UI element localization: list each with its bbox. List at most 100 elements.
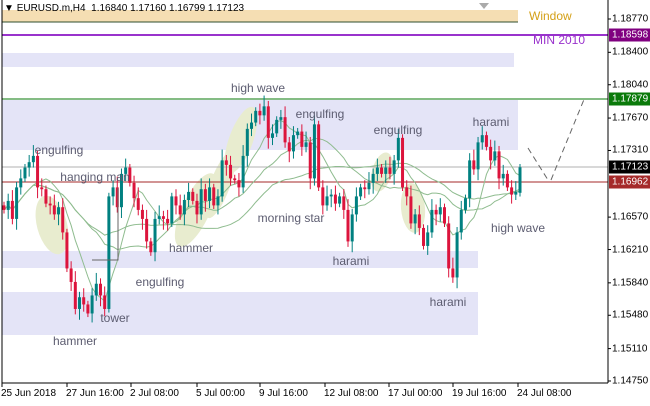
time-axis-label: 9 Jul 16:00 <box>259 388 308 399</box>
ohlc-values: 1.16840 1.17160 1.16799 1.17123 <box>91 3 245 14</box>
highlight <box>35 195 69 255</box>
shift-marker-icon[interactable] <box>479 3 489 9</box>
candle-body <box>476 142 480 170</box>
candle-body <box>65 232 69 269</box>
candle-body <box>48 203 52 206</box>
pattern-label: high wave <box>230 81 286 95</box>
min2010-price-badge: 1.18598 <box>609 28 650 42</box>
pattern-label: high wave <box>490 221 546 235</box>
candle-body <box>388 167 392 174</box>
candle-body <box>10 200 14 219</box>
candle-body <box>497 151 501 179</box>
candle-body <box>338 196 342 204</box>
price-axis-label: 1.17310 <box>612 144 649 156</box>
candle-body <box>333 194 337 204</box>
candle-body <box>6 200 10 210</box>
candle-body <box>354 196 358 215</box>
pattern-label: harami <box>472 115 510 129</box>
candle-body <box>342 196 346 210</box>
candle-body <box>170 196 174 224</box>
candle-body <box>438 207 442 215</box>
candle-body <box>69 268 73 282</box>
candle-body <box>279 117 283 120</box>
bid-price-badge: 1.17123 <box>609 160 650 174</box>
candle-body <box>413 214 417 224</box>
candle-body <box>283 117 287 143</box>
candle-body <box>329 194 333 197</box>
pattern-label: tower <box>100 311 130 325</box>
candle-body <box>124 167 128 174</box>
candle-body <box>321 187 325 206</box>
chart-header: ▼ EURUSD.m,H4 1.16840 1.17160 1.16799 1.… <box>4 3 245 14</box>
candle-body <box>241 155 245 188</box>
candle-body <box>262 106 266 116</box>
zone <box>2 53 514 67</box>
candle-body <box>36 155 40 188</box>
pattern-label: engulfing <box>34 143 84 157</box>
candle-body <box>367 182 371 190</box>
candle-body <box>296 131 300 136</box>
candle-body <box>489 146 493 161</box>
candle-body <box>2 205 6 210</box>
price-axis-label: 1.16570 <box>612 211 649 223</box>
candle-body <box>287 142 291 152</box>
candle-body <box>140 209 144 219</box>
candle-body <box>208 187 212 201</box>
candle-body <box>224 160 228 165</box>
candle-body <box>392 160 396 174</box>
candle-body <box>229 164 233 179</box>
candle-body <box>19 178 23 188</box>
candle-body <box>266 106 270 138</box>
candle-body <box>174 196 178 206</box>
candle-body <box>258 110 262 116</box>
candle-body <box>275 119 279 134</box>
candle-body <box>178 205 182 215</box>
green-level-price-badge: 1.17879 <box>609 92 650 106</box>
candle-body <box>447 223 451 269</box>
candle-body <box>111 187 115 197</box>
candle-body <box>325 196 329 206</box>
candle-body <box>468 160 472 199</box>
candle-body <box>371 173 375 183</box>
time-axis-label: 27 Jun 16:00 <box>66 388 124 399</box>
min2010-label: MIN 2010 <box>533 33 586 47</box>
candle-body <box>396 137 400 161</box>
candle-body <box>191 191 195 201</box>
time-axis-label: 5 Jul 00:00 <box>196 388 245 399</box>
candle-body <box>149 241 153 253</box>
candle-body <box>317 124 321 188</box>
moving-average-line <box>3 137 521 250</box>
projection-line <box>550 96 586 181</box>
candle-body <box>300 131 304 147</box>
candle-body <box>480 135 484 143</box>
highlight <box>224 106 258 174</box>
pattern-label: engulfing <box>373 123 423 137</box>
candle-body <box>145 218 149 242</box>
candle-body <box>94 283 98 296</box>
price-axis-label: 1.15110 <box>612 343 648 355</box>
candle-body <box>27 162 31 168</box>
candle-body <box>216 196 220 206</box>
axis-ticks <box>1 18 611 387</box>
candle-body <box>375 167 379 174</box>
moving-averages <box>3 119 521 302</box>
candle-body <box>107 196 111 309</box>
time-axis-label: 25 Jun 2018 <box>1 388 57 399</box>
candle-body <box>153 218 157 253</box>
pattern-label: engulfing <box>295 107 345 121</box>
candles <box>2 95 522 323</box>
price-axis-label: 1.18770 <box>612 13 649 25</box>
pattern-label: hammer <box>52 334 98 348</box>
candle-body <box>98 283 102 296</box>
time-axis-label: 19 Jul 16:00 <box>452 388 507 399</box>
candle-body <box>119 173 123 208</box>
candle-body <box>220 160 224 197</box>
candle-body <box>136 198 140 210</box>
candle-body <box>405 187 409 197</box>
moving-average-line <box>3 119 521 302</box>
candle-body <box>350 214 354 242</box>
candle-body <box>363 187 367 190</box>
red-level-price-badge: 1.16962 <box>609 175 650 189</box>
candle-body <box>422 227 426 246</box>
